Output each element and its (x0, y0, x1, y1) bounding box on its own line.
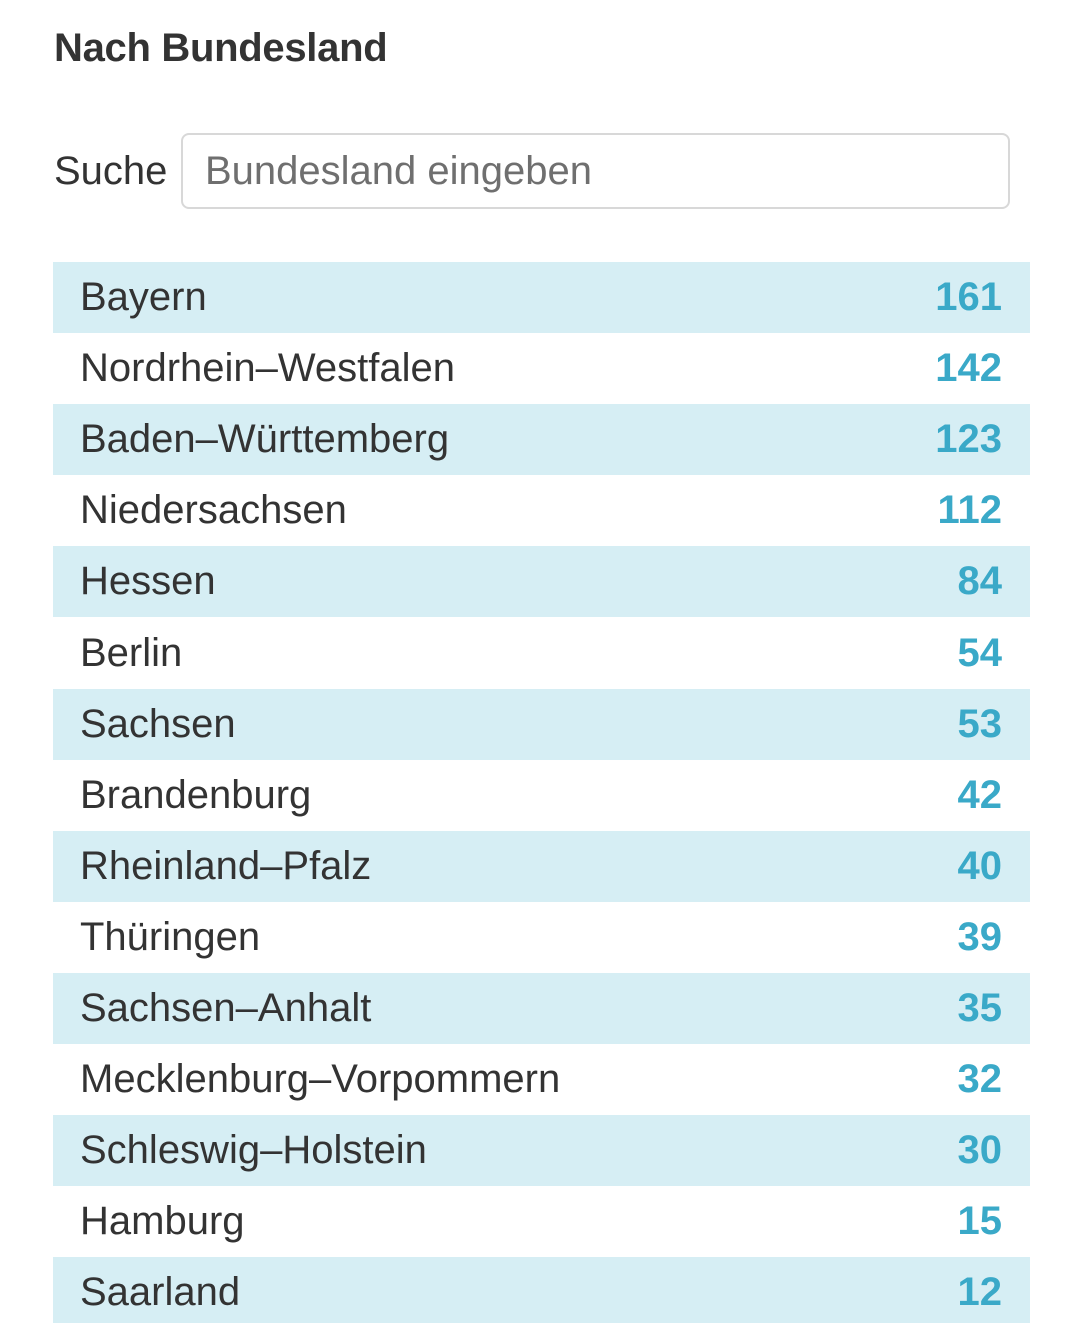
state-count: 12 (957, 1270, 1003, 1315)
table-row[interactable]: Hessen 84 (53, 546, 1030, 618)
state-name: Schleswig–Holstein (80, 1128, 427, 1173)
state-count: 53 (957, 701, 1003, 746)
state-name: Brandenburg (80, 772, 312, 817)
table-row[interactable]: Berlin 54 (53, 617, 1030, 689)
table-row[interactable]: Hamburg 15 (53, 1186, 1030, 1258)
search-input[interactable] (181, 133, 1010, 209)
state-name: Thüringen (80, 914, 261, 959)
table-row[interactable]: Saarland 12 (53, 1257, 1030, 1323)
state-name: Rheinland–Pfalz (80, 843, 372, 888)
section-title: Nach Bundesland (54, 26, 388, 70)
state-name: Sachsen (80, 701, 236, 746)
state-count: 123 (935, 417, 1002, 462)
state-count: 84 (957, 559, 1003, 604)
table-row[interactable]: Rheinland–Pfalz 40 (53, 830, 1030, 902)
state-name: Sachsen–Anhalt (80, 985, 372, 1030)
state-count: 32 (957, 1057, 1003, 1102)
state-count: 40 (957, 843, 1003, 888)
state-count: 15 (957, 1199, 1003, 1244)
search-row: Suche (54, 132, 1010, 210)
state-name: Berlin (80, 630, 183, 675)
state-name: Baden–Württemberg (80, 417, 450, 462)
table-row[interactable]: Bayern 161 (53, 262, 1030, 334)
table-row[interactable]: Baden–Württemberg 123 (53, 404, 1030, 476)
state-count: 54 (957, 630, 1003, 675)
state-name: Niedersachsen (80, 488, 347, 533)
table-row[interactable]: Sachsen 53 (53, 688, 1030, 760)
table-row[interactable]: Mecklenburg–Vorpommern 32 (53, 1044, 1030, 1116)
state-count: 35 (957, 985, 1003, 1030)
state-count: 39 (957, 914, 1003, 959)
state-count: 30 (957, 1128, 1003, 1173)
state-table: Bayern 161 Nordrhein–Westfalen 142 Baden–W… (53, 262, 1030, 1323)
state-count: 112 (937, 488, 1002, 533)
table-row[interactable]: Niedersachsen 112 (53, 475, 1030, 547)
search-label: Suche (54, 148, 168, 193)
state-name: Hessen (80, 559, 216, 604)
state-name: Nordrhein–Westfalen (80, 346, 456, 391)
state-name: Bayern (80, 275, 207, 320)
state-name: Hamburg (80, 1199, 245, 1244)
state-name: Saarland (80, 1270, 241, 1315)
table-row[interactable]: Schleswig–Holstein 30 (53, 1115, 1030, 1187)
table-row[interactable]: Brandenburg 42 (53, 759, 1030, 831)
state-count: 42 (957, 772, 1003, 817)
state-name: Mecklenburg–Vorpommern (80, 1057, 561, 1102)
state-count: 161 (935, 275, 1002, 320)
table-row[interactable]: Nordrhein–Westfalen 142 (53, 333, 1030, 405)
state-count: 142 (935, 346, 1002, 391)
table-row[interactable]: Sachsen–Anhalt 35 (53, 972, 1030, 1045)
table-row[interactable]: Thüringen 39 (53, 901, 1030, 973)
